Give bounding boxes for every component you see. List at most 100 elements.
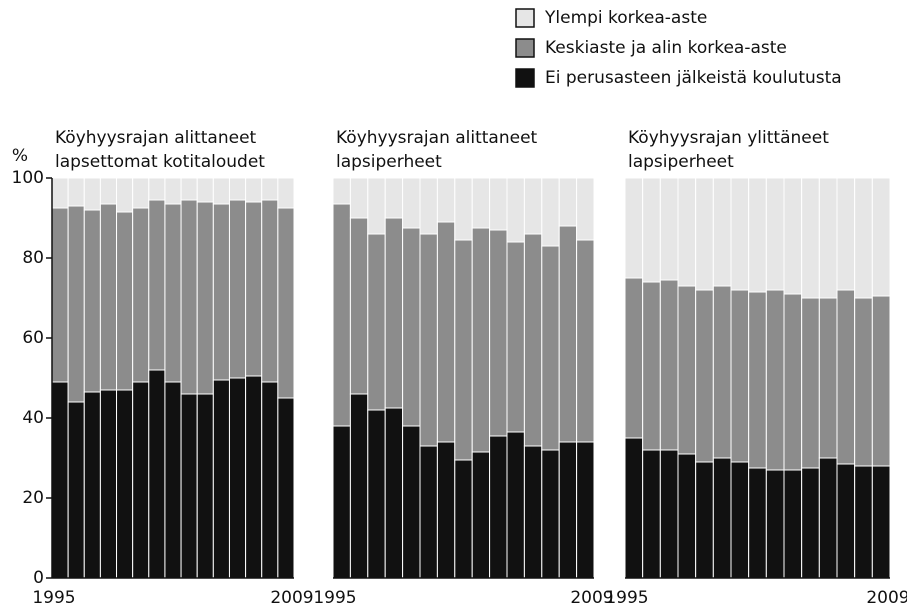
bar-segment <box>51 381 69 579</box>
bar-segment <box>419 445 438 579</box>
bar-segment <box>83 391 101 579</box>
bar-segment <box>245 177 263 203</box>
bar-segment <box>367 177 386 235</box>
y-axis-label: % <box>12 146 28 166</box>
bar-segment <box>695 461 714 579</box>
bar-segment <box>506 241 525 433</box>
bar-segment <box>677 285 697 455</box>
bar-segment <box>180 393 198 579</box>
legend-label: Ylempi korkea-aste <box>544 8 707 28</box>
bar-segment <box>384 217 404 409</box>
bar-segment <box>818 297 838 459</box>
bar-segment <box>228 377 247 579</box>
legend-label: Ei perusasteen jälkeistä koulutusta <box>545 68 842 88</box>
panel-title: Köyhyysrajan ylittäneet <box>628 128 829 148</box>
bar-segment <box>196 201 214 395</box>
bar-segment <box>471 177 491 229</box>
bar-segment <box>558 441 578 579</box>
bar-segment <box>748 177 767 293</box>
bar-segment <box>228 177 247 201</box>
bar-segment <box>541 449 560 579</box>
bar-segment <box>765 177 785 291</box>
bar-segment <box>523 177 543 235</box>
bar-segment <box>765 289 785 471</box>
bar-segment <box>489 177 508 231</box>
bar-segment <box>576 177 595 241</box>
legend-swatch <box>515 8 535 28</box>
bar-segment <box>67 177 85 207</box>
x-tick-label: 2009 <box>866 588 907 608</box>
bar-segment <box>436 441 456 579</box>
bar-segment <box>818 177 838 299</box>
bar-segment <box>730 289 750 463</box>
bar-segment <box>506 431 525 579</box>
bar-segment <box>748 291 767 469</box>
bar-segment <box>801 297 820 469</box>
legend-label: Keskiaste ja alin korkea-aste <box>545 38 787 58</box>
y-tick-label: 100 <box>12 168 44 188</box>
bar-segment <box>523 445 543 579</box>
bar-segment <box>116 389 134 579</box>
bar-segment <box>836 463 856 579</box>
bar-segment <box>132 381 150 579</box>
bar-segment <box>116 211 134 391</box>
bar-segment <box>871 295 891 467</box>
bar-segment <box>99 389 118 579</box>
bar-segment <box>212 203 230 381</box>
bar-segment <box>332 425 351 579</box>
bar-segment <box>871 465 891 579</box>
panel-title: Köyhyysrajan alittaneet <box>336 128 538 148</box>
bar-segment <box>148 369 166 579</box>
panel-title: lapsiperheet <box>628 152 734 172</box>
bar-segment <box>245 375 263 579</box>
bar-segment <box>471 451 491 579</box>
bar-segment <box>642 177 661 283</box>
bar-segment <box>712 177 732 287</box>
bar-segment <box>349 393 369 579</box>
bar-segment <box>624 177 644 279</box>
bar-segment <box>367 233 386 411</box>
bar-segment <box>180 199 198 395</box>
bar-segment <box>164 203 182 383</box>
bar-segment <box>642 449 661 579</box>
bar-segment <box>558 177 578 227</box>
bar-segment <box>261 381 279 579</box>
bar-segment <box>67 401 85 579</box>
bar-segment <box>419 177 438 235</box>
y-tick-label: 40 <box>22 408 44 428</box>
bar-segment <box>261 199 279 383</box>
bar-segment <box>624 277 644 439</box>
bar-segment <box>116 177 134 213</box>
bar-segment <box>695 177 714 291</box>
bar-segment <box>836 177 856 291</box>
x-tick-label: 2009 <box>270 588 313 608</box>
bar-segment <box>576 239 595 443</box>
bar-segment <box>854 177 873 299</box>
x-tick-label: 1995 <box>605 588 648 608</box>
bar-segment <box>436 177 456 223</box>
bar-segment <box>164 177 182 205</box>
bar-segment <box>332 177 351 205</box>
bar-segment <box>180 177 198 201</box>
bar-segment <box>558 225 578 443</box>
bar-segment <box>454 177 473 241</box>
bar-segment <box>659 177 679 281</box>
x-tick-label: 1995 <box>313 588 356 608</box>
bar-segment <box>402 177 421 229</box>
bar-segment <box>854 297 873 467</box>
bar-segment <box>212 177 230 205</box>
legend-swatch <box>515 68 535 88</box>
bar-segment <box>454 459 473 579</box>
bar-segment <box>541 245 560 451</box>
bar-segment <box>730 177 750 291</box>
bar-segment <box>523 233 543 447</box>
y-tick-label: 20 <box>22 488 44 508</box>
bar-segment <box>765 469 785 579</box>
bar-segment <box>402 425 421 579</box>
bar-segment <box>349 217 369 395</box>
bar-segment <box>454 239 473 461</box>
bar-segment <box>801 467 820 579</box>
bar-segment <box>277 177 295 209</box>
bar-segment <box>83 177 101 211</box>
